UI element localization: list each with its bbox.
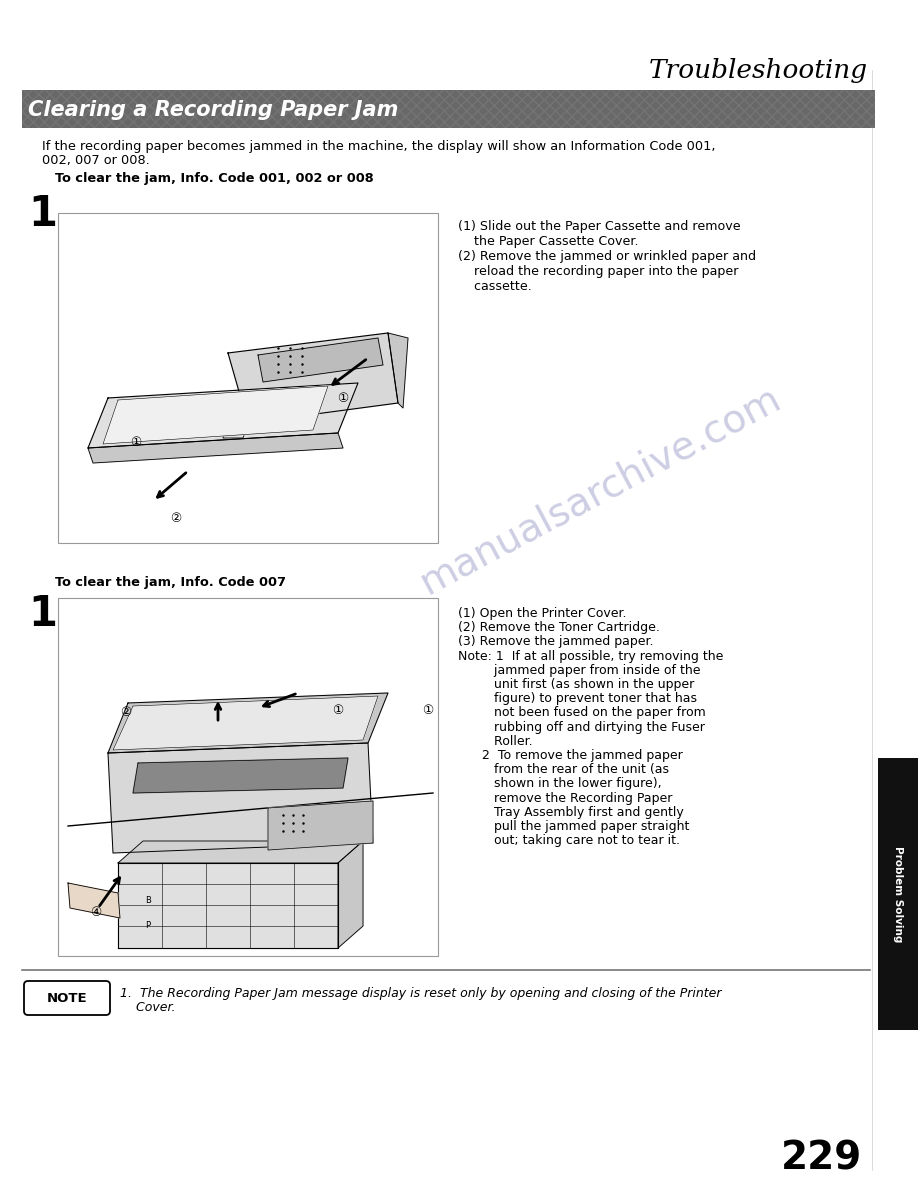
Text: 2  To remove the jammed paper: 2 To remove the jammed paper	[458, 748, 683, 762]
Text: ④: ④	[90, 906, 102, 920]
Text: (2) Remove the jammed or wrinkled paper and: (2) Remove the jammed or wrinkled paper …	[458, 249, 756, 263]
Text: pull the jammed paper straight: pull the jammed paper straight	[458, 820, 689, 833]
Text: ①: ①	[332, 703, 343, 716]
Polygon shape	[88, 383, 358, 448]
Text: (2) Remove the Toner Cartridge.: (2) Remove the Toner Cartridge.	[458, 621, 660, 634]
Text: jammed paper from inside of the: jammed paper from inside of the	[458, 664, 700, 677]
Text: remove the Recording Paper: remove the Recording Paper	[458, 791, 672, 804]
Text: 229: 229	[780, 1140, 862, 1178]
Text: (3) Remove the jammed paper.: (3) Remove the jammed paper.	[458, 636, 654, 649]
Text: ①: ①	[130, 436, 141, 449]
Text: 1: 1	[28, 192, 57, 235]
Text: Clearing a Recording Paper Jam: Clearing a Recording Paper Jam	[28, 100, 398, 120]
Text: (1) Open the Printer Cover.: (1) Open the Printer Cover.	[458, 607, 626, 620]
Polygon shape	[118, 841, 363, 862]
Text: NOTE: NOTE	[47, 992, 87, 1005]
Polygon shape	[88, 432, 343, 463]
Polygon shape	[223, 423, 248, 438]
FancyBboxPatch shape	[24, 981, 110, 1015]
Text: the Paper Cassette Cover.: the Paper Cassette Cover.	[458, 235, 639, 248]
Text: ②: ②	[171, 512, 182, 524]
Text: cassette.: cassette.	[458, 280, 532, 293]
Polygon shape	[133, 758, 348, 794]
Bar	[22, 90, 875, 128]
Text: shown in the lower figure),: shown in the lower figure),	[458, 777, 662, 790]
Text: B: B	[145, 896, 151, 905]
Text: Cover.: Cover.	[120, 1001, 175, 1015]
Text: from the rear of the unit (as: from the rear of the unit (as	[458, 763, 669, 776]
Polygon shape	[113, 696, 378, 750]
Polygon shape	[388, 333, 408, 407]
Text: 1.  The Recording Paper Jam message display is reset only by opening and closing: 1. The Recording Paper Jam message displ…	[120, 987, 722, 1000]
Text: P: P	[145, 921, 151, 930]
Polygon shape	[338, 841, 363, 948]
Text: ②: ②	[120, 707, 131, 720]
Text: Problem Solving: Problem Solving	[893, 846, 903, 942]
Text: rubbing off and dirtying the Fuser: rubbing off and dirtying the Fuser	[458, 721, 705, 734]
Text: Troubleshooting: Troubleshooting	[649, 58, 868, 83]
Text: Note: 1  If at all possible, try removing the: Note: 1 If at all possible, try removing…	[458, 650, 723, 663]
Text: not been fused on the paper from: not been fused on the paper from	[458, 707, 706, 720]
Text: unit first (as shown in the upper: unit first (as shown in the upper	[458, 678, 694, 691]
Bar	[878, 758, 918, 1030]
Text: Roller.: Roller.	[458, 735, 532, 747]
Text: ①: ①	[422, 704, 433, 718]
Polygon shape	[103, 386, 328, 444]
Text: If the recording paper becomes jammed in the machine, the display will show an I: If the recording paper becomes jammed in…	[42, 140, 715, 153]
Bar	[58, 213, 438, 543]
Polygon shape	[68, 883, 120, 918]
Bar	[58, 598, 438, 956]
Text: out; taking care not to tear it.: out; taking care not to tear it.	[458, 834, 680, 847]
Polygon shape	[258, 339, 383, 383]
Text: To clear the jam, Info. Code 001, 002 or 008: To clear the jam, Info. Code 001, 002 or…	[55, 172, 374, 185]
Polygon shape	[108, 742, 373, 853]
Polygon shape	[228, 333, 398, 423]
Polygon shape	[268, 801, 373, 849]
Polygon shape	[118, 862, 338, 948]
Text: 1: 1	[28, 593, 57, 636]
Text: manualsarchive.com: manualsarchive.com	[413, 379, 787, 601]
Bar	[22, 90, 875, 128]
Text: (1) Slide out the Paper Cassette and remove: (1) Slide out the Paper Cassette and rem…	[458, 220, 741, 233]
Text: To clear the jam, Info. Code 007: To clear the jam, Info. Code 007	[55, 576, 286, 589]
Text: 002, 007 or 008.: 002, 007 or 008.	[42, 154, 150, 168]
Text: ①: ①	[338, 392, 349, 404]
Text: reload the recording paper into the paper: reload the recording paper into the pape…	[458, 265, 738, 278]
Text: figure) to prevent toner that has: figure) to prevent toner that has	[458, 693, 697, 706]
Polygon shape	[108, 693, 388, 753]
Text: Tray Assembly first and gently: Tray Assembly first and gently	[458, 805, 684, 819]
